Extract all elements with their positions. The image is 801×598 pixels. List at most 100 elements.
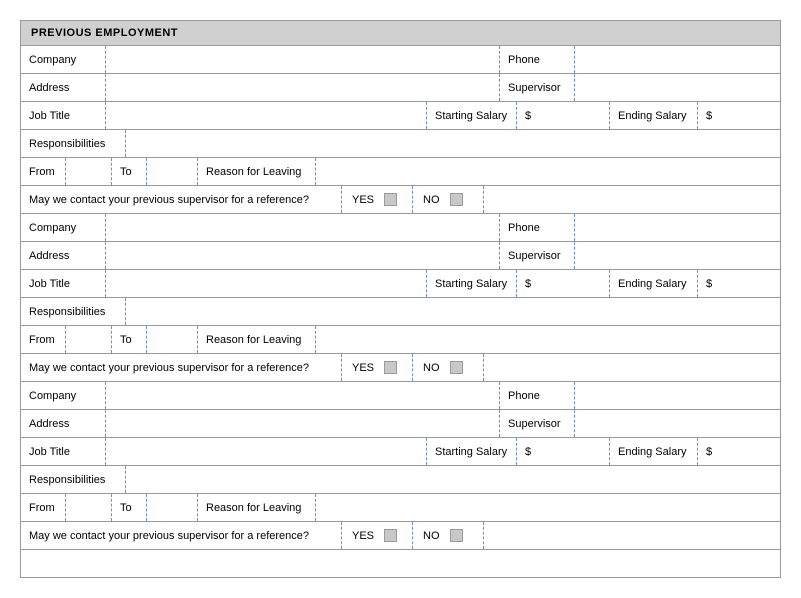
row-responsibilities: Responsibilities [21,130,780,158]
row-responsibilities: Responsibilities [21,298,780,326]
field-to[interactable] [147,494,197,521]
field-supervisor[interactable] [575,242,780,269]
row-address-supervisor: Address Supervisor [21,242,780,270]
checkbox-yes[interactable] [384,361,397,374]
label-address: Address [21,410,106,437]
field-job-title[interactable] [106,270,426,297]
field-reason[interactable] [316,158,780,185]
dollar-start: $ [517,102,529,129]
field-address[interactable] [106,74,499,101]
row-responsibilities: Responsibilities [21,466,780,494]
option-no[interactable]: NO [413,354,483,381]
dollar-end: $ [698,438,710,465]
label-supervisor: Supervisor [500,74,575,101]
field-ending-salary[interactable] [710,102,780,129]
label-ending-salary: Ending Salary [610,102,698,129]
field-to[interactable] [147,158,197,185]
label-to: To [112,326,147,353]
checkbox-no[interactable] [450,193,463,206]
field-reason[interactable] [316,326,780,353]
label-ending-salary: Ending Salary [610,438,698,465]
field-company[interactable] [106,382,499,409]
label-from: From [21,494,66,521]
label-from: From [21,158,66,185]
label-reason: Reason for Leaving [198,158,316,185]
field-phone[interactable] [575,382,780,409]
field-supervisor[interactable] [575,74,780,101]
label-starting-salary: Starting Salary [427,270,517,297]
field-phone[interactable] [575,214,780,241]
row-address-supervisor: Address Supervisor [21,410,780,438]
label-no: NO [423,530,440,542]
row-jobtitle-salary: Job Title Starting Salary $ Ending Salar… [21,438,780,466]
label-from: From [21,326,66,353]
field-job-title[interactable] [106,102,426,129]
field-phone[interactable] [575,46,780,73]
row-from-to-reason: From To Reason for Leaving [21,158,780,186]
dollar-end: $ [698,102,710,129]
label-responsibilities: Responsibilities [21,298,126,325]
label-reason: Reason for Leaving [198,494,316,521]
label-supervisor: Supervisor [500,242,575,269]
field-responsibilities[interactable] [126,466,780,493]
dollar-start: $ [517,270,529,297]
option-yes[interactable]: YES [342,522,412,549]
field-address[interactable] [106,410,499,437]
field-starting-salary[interactable] [529,102,609,129]
label-company: Company [21,46,106,73]
field-address[interactable] [106,242,499,269]
field-company[interactable] [106,46,499,73]
checkbox-yes[interactable] [384,529,397,542]
label-contact-question: May we contact your previous supervisor … [21,186,341,213]
label-reason: Reason for Leaving [198,326,316,353]
field-responsibilities[interactable] [126,130,780,157]
field-ending-salary[interactable] [710,270,780,297]
field-to[interactable] [147,326,197,353]
field-starting-salary[interactable] [529,438,609,465]
label-supervisor: Supervisor [500,410,575,437]
spacer [484,522,780,549]
row-jobtitle-salary: Job Title Starting Salary $ Ending Salar… [21,102,780,130]
field-reason[interactable] [316,494,780,521]
checkbox-no[interactable] [450,361,463,374]
label-contact-question: May we contact your previous supervisor … [21,522,341,549]
field-job-title[interactable] [106,438,426,465]
field-starting-salary[interactable] [529,270,609,297]
option-no[interactable]: NO [413,522,483,549]
label-ending-salary: Ending Salary [610,270,698,297]
label-address: Address [21,242,106,269]
field-ending-salary[interactable] [710,438,780,465]
spacer [484,354,780,381]
field-supervisor[interactable] [575,410,780,437]
label-starting-salary: Starting Salary [427,438,517,465]
label-yes: YES [352,362,374,374]
row-from-to-reason: From To Reason for Leaving [21,494,780,522]
field-company[interactable] [106,214,499,241]
label-to: To [112,158,147,185]
spacer [484,186,780,213]
field-from[interactable] [66,326,111,353]
checkbox-no[interactable] [450,529,463,542]
option-yes[interactable]: YES [342,186,412,213]
label-responsibilities: Responsibilities [21,466,126,493]
row-contact-reference: May we contact your previous supervisor … [21,354,780,382]
label-phone: Phone [500,46,575,73]
label-yes: YES [352,530,374,542]
field-from[interactable] [66,158,111,185]
row-company-phone: Company Phone [21,46,780,74]
label-starting-salary: Starting Salary [427,102,517,129]
label-yes: YES [352,194,374,206]
label-address: Address [21,74,106,101]
row-jobtitle-salary: Job Title Starting Salary $ Ending Salar… [21,270,780,298]
label-no: NO [423,362,440,374]
field-from[interactable] [66,494,111,521]
label-company: Company [21,382,106,409]
label-job-title: Job Title [21,270,106,297]
row-contact-reference: May we contact your previous supervisor … [21,186,780,214]
row-company-phone: Company Phone [21,214,780,242]
field-responsibilities[interactable] [126,298,780,325]
checkbox-yes[interactable] [384,193,397,206]
option-yes[interactable]: YES [342,354,412,381]
section-header: PREVIOUS EMPLOYMENT [21,20,780,46]
option-no[interactable]: NO [413,186,483,213]
